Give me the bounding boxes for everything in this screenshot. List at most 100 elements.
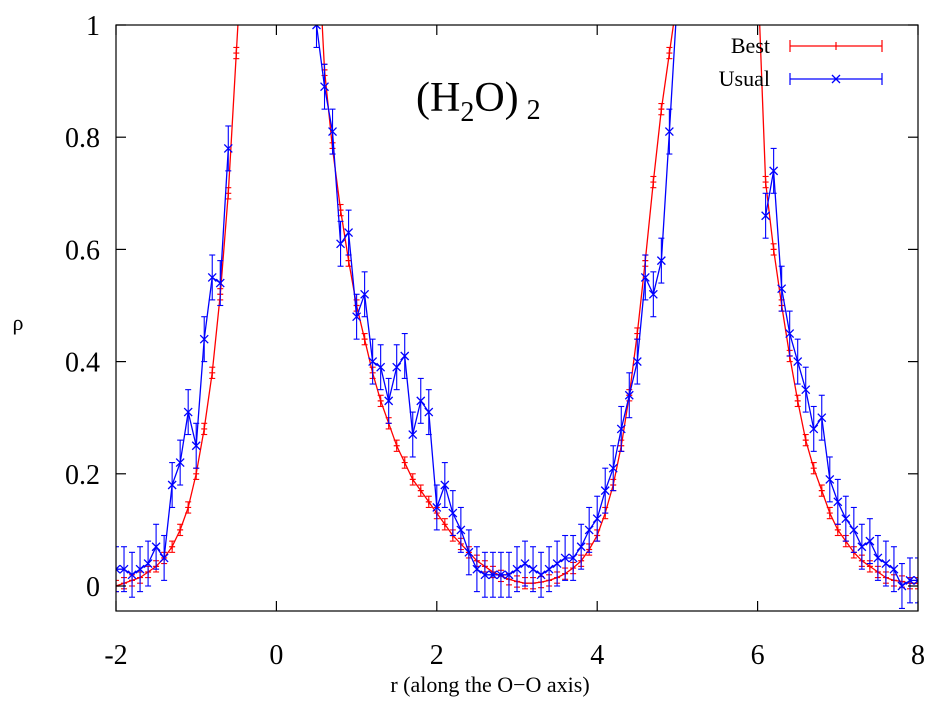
data-point	[393, 442, 400, 449]
data-point	[392, 362, 402, 372]
data-point	[818, 487, 825, 494]
data-point	[866, 563, 873, 570]
data-point	[151, 542, 161, 552]
data-point	[865, 536, 875, 546]
data-point	[377, 397, 384, 404]
data-point	[233, 50, 240, 57]
data-point	[320, 82, 329, 92]
data-point	[664, 127, 674, 137]
data-point	[802, 437, 809, 444]
axis-layer: -2 0 2 4 6 8 0 0.2 0.4 0.6 0.8 1	[65, 11, 925, 671]
data-point	[345, 257, 352, 264]
data-point	[873, 553, 883, 563]
data-point	[417, 487, 424, 494]
data-point	[352, 312, 362, 322]
data-point	[512, 564, 522, 574]
data-point	[576, 542, 586, 552]
data-point	[424, 407, 434, 417]
data-point	[448, 508, 458, 518]
data-point	[640, 272, 650, 282]
data-point	[223, 143, 233, 153]
x-tick-label: 0	[269, 640, 283, 671]
data-point	[905, 575, 915, 585]
data-point	[770, 246, 777, 253]
plot-frame	[115, 24, 919, 612]
y-tick-label: 0	[86, 572, 100, 603]
data-point	[769, 166, 779, 176]
data-point	[793, 357, 803, 367]
data-point	[889, 564, 899, 574]
data-point	[169, 543, 176, 550]
data-point	[785, 329, 795, 339]
data-point	[666, 50, 673, 57]
data-point	[408, 430, 418, 439]
legend-label-best: Best	[731, 33, 770, 58]
x-axis-label: r (along the O−O axis)	[390, 672, 589, 697]
data-point	[801, 385, 811, 395]
data-point	[167, 480, 177, 490]
data-point	[881, 559, 891, 569]
data-point	[177, 526, 184, 533]
y-axis-label: ρ	[13, 310, 24, 335]
data-point	[650, 179, 657, 186]
data-point	[159, 553, 169, 563]
legend-label-usual: Usual	[719, 66, 770, 91]
data-point	[592, 514, 602, 524]
data-point	[425, 498, 432, 505]
data-point	[658, 106, 665, 113]
data-point	[648, 289, 658, 299]
data-point	[834, 526, 841, 533]
y-tick-label: 0.6	[65, 235, 100, 266]
data-point	[400, 351, 410, 361]
legend-marker	[831, 74, 841, 84]
data-point	[632, 357, 642, 367]
data-point	[193, 470, 200, 477]
x-tick-label: -2	[104, 640, 127, 671]
data-point	[480, 570, 490, 580]
data-point	[600, 486, 610, 496]
data-point	[504, 570, 514, 580]
data-point	[183, 407, 193, 417]
data-point	[361, 336, 368, 343]
data-point	[441, 521, 448, 528]
x-tick-label: 4	[590, 640, 604, 671]
data-point	[528, 564, 538, 574]
data-point	[809, 424, 819, 434]
data-point	[119, 564, 129, 574]
data-point	[185, 504, 192, 511]
series-usual	[116, 25, 918, 609]
series-line	[315, 25, 677, 576]
chart-title-text: (H2O) 2	[416, 75, 541, 128]
data-point	[496, 570, 506, 580]
data-point	[456, 525, 466, 535]
legend: Best Usual	[719, 33, 883, 91]
data-point	[440, 480, 450, 490]
data-point	[777, 284, 787, 294]
data-point	[897, 581, 907, 591]
data-point	[344, 228, 354, 238]
data-point	[608, 463, 618, 473]
data-point	[143, 559, 153, 569]
x-tick-label: 8	[911, 640, 925, 671]
data-point	[209, 369, 216, 376]
data-point	[472, 564, 482, 574]
data-point	[384, 396, 394, 406]
data-point	[336, 239, 346, 249]
data-point	[826, 510, 833, 517]
data-point	[416, 396, 426, 406]
data-point	[536, 570, 546, 580]
data-point	[312, 25, 321, 30]
y-tick-label: 0.8	[65, 123, 100, 154]
legend-sample-best	[789, 40, 883, 52]
data-point	[175, 458, 185, 468]
y-tick-label: 0.2	[65, 460, 100, 491]
legend-sample-usual	[789, 73, 883, 85]
data-point	[624, 390, 634, 400]
x-tick-label: 6	[751, 640, 765, 671]
data-point	[401, 459, 408, 466]
series-layer	[116, 25, 918, 609]
data-point	[191, 441, 201, 451]
data-point	[761, 211, 771, 221]
